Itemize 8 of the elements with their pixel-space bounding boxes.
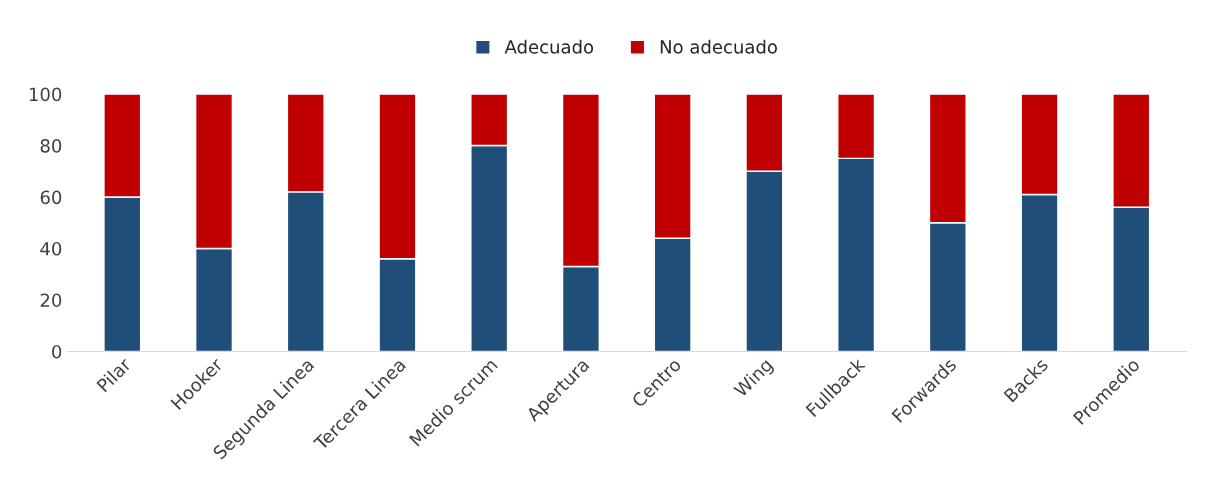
legend-label: Adecuado [504, 39, 594, 54]
legend-label: No adecuado [660, 39, 777, 54]
y-tick-label: 40 [40, 241, 62, 256]
y-tick-label: 100 [29, 87, 62, 102]
y-tick-label: 60 [40, 190, 62, 205]
y-tick-label: 20 [40, 293, 62, 308]
y-tick-label: 80 [40, 138, 62, 153]
y-tick-label: 0 [52, 344, 62, 359]
